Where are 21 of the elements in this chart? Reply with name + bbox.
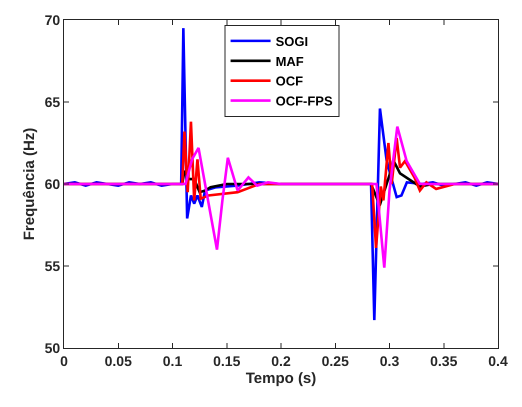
x-tick-label: 0.4 <box>488 352 508 369</box>
x-tick-label: 0.35 <box>430 352 458 369</box>
legend-label: SOGI <box>276 34 308 49</box>
legend-label: MAF <box>276 54 304 69</box>
x-tick-label: 0.25 <box>322 352 350 369</box>
x-tick-label: 0 <box>60 352 68 369</box>
x-axis-title: Tempo (s) <box>246 370 316 387</box>
line-series <box>64 125 498 269</box>
x-tick-label: 0.3 <box>380 352 400 369</box>
y-tick-label: 65 <box>44 94 60 110</box>
x-tick-label: 0.1 <box>162 352 182 369</box>
x-tick-label: 0.2 <box>271 352 291 369</box>
y-tick-label: 60 <box>44 176 60 192</box>
x-tick-label: 0.05 <box>104 352 132 369</box>
legend-label: OCF <box>276 74 304 89</box>
y-tick-label: 70 <box>44 12 60 28</box>
y-tick-label: 55 <box>44 258 60 274</box>
y-tick-label: 50 <box>44 340 60 356</box>
legend-label: OCF-FPS <box>276 94 333 109</box>
x-tick-label: 0.15 <box>213 352 241 369</box>
y-axis-title: Frequência (Hz) <box>20 128 38 240</box>
